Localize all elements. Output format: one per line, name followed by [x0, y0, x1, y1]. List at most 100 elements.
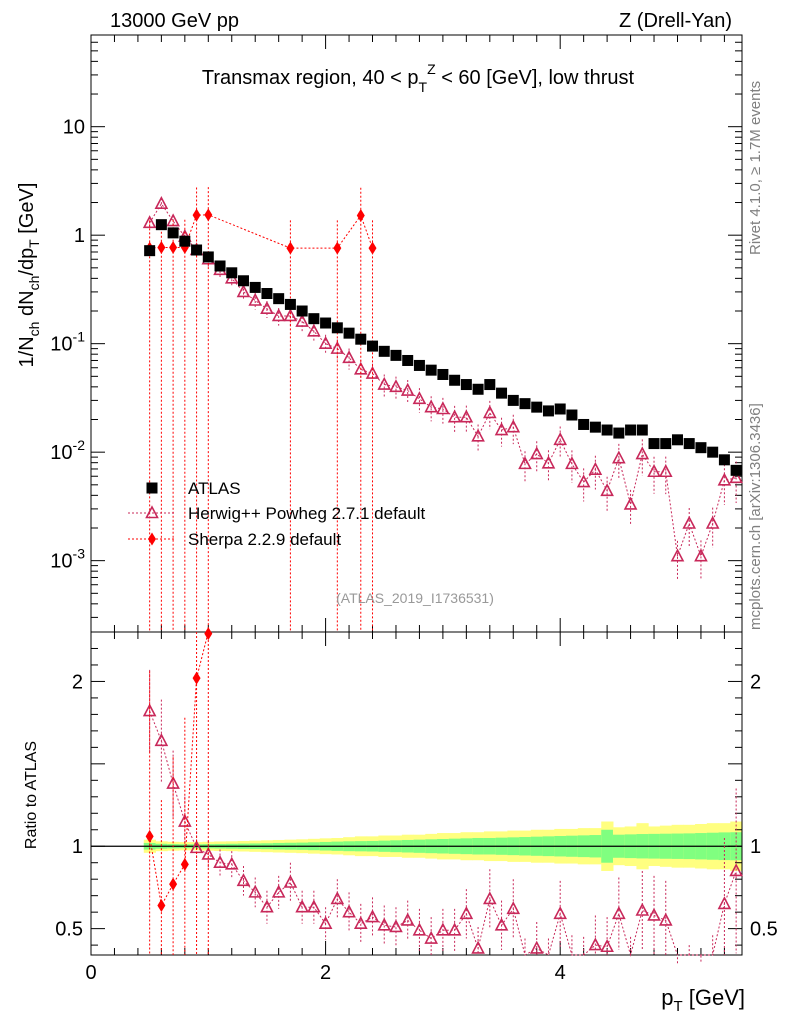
herwig-point — [694, 548, 708, 562]
sherpa-point — [157, 240, 166, 254]
herwig-point — [729, 470, 743, 484]
ratio-herwig-point — [365, 909, 380, 923]
sherpa-series — [145, 187, 377, 632]
herwig-point — [612, 450, 626, 464]
atlas-point — [625, 424, 637, 436]
atlas-point — [718, 454, 730, 466]
ratio-herwig-point — [612, 906, 626, 920]
ratio-herwig-point — [166, 775, 180, 789]
ratio-herwig-point — [248, 884, 263, 898]
atlas-point — [660, 438, 672, 450]
atlas-point — [531, 401, 543, 413]
ratio-herwig-point — [424, 930, 438, 944]
atlas-point — [390, 349, 402, 361]
atlas-point — [413, 359, 425, 371]
ratio-herwig-point — [307, 899, 321, 913]
atlas-point — [648, 438, 660, 450]
herwig-point — [318, 335, 333, 349]
ratio-herwig-point — [377, 917, 392, 931]
herwig-point — [506, 419, 521, 433]
ratio-sherpa-point — [204, 627, 213, 641]
herwig-point — [600, 483, 614, 497]
atlas-point — [191, 244, 203, 256]
ratio-sherpa-line — [149, 631, 209, 908]
ratio-herwig-point — [283, 874, 298, 888]
ratio-y-tick-label: 1 — [72, 836, 83, 858]
side-label-bottom: mcplots.cern.ch [arXiv:1306.3436] — [747, 403, 764, 630]
herwig-point — [424, 399, 438, 413]
atlas-point — [284, 298, 296, 310]
ratio-herwig-point — [154, 733, 169, 747]
y-tick-label: 1 — [74, 225, 85, 247]
ratio-herwig-point — [436, 922, 450, 936]
herwig-point — [482, 405, 497, 419]
ratio-y-tick-label-right: 0.5 — [750, 919, 778, 941]
main-panel: 10-3 10-2 10-1 1 10 — [50, 34, 743, 633]
ratio-herwig-point — [600, 939, 614, 953]
ratio-herwig-point — [529, 940, 544, 954]
ratio-herwig-point — [459, 906, 474, 920]
atlas-point — [237, 275, 249, 287]
sherpa-point — [204, 208, 213, 222]
legend-label: ATLAS — [188, 479, 241, 498]
sherpa-point — [286, 241, 295, 255]
watermark: (ATLAS_2019_I1736531) — [336, 590, 494, 606]
header-right: Z (Drell-Yan) — [619, 10, 732, 32]
atlas-point — [226, 267, 238, 279]
atlas-point — [343, 327, 355, 339]
atlas-point — [449, 374, 461, 386]
atlas-point — [367, 340, 379, 352]
atlas-point — [308, 313, 320, 325]
ratio-y-tick-label: 0.5 — [55, 919, 83, 941]
x-tick-label: 4 — [555, 962, 566, 984]
y-tick-label: 10-3 — [50, 546, 85, 573]
herwig-point — [635, 446, 650, 460]
ratio-herwig-point — [635, 902, 650, 916]
ratio-herwig-point — [471, 940, 485, 954]
atlas-point — [496, 387, 508, 399]
ratio-herwig-point — [224, 856, 239, 870]
atlas-point — [671, 434, 683, 446]
herwig-point — [154, 195, 169, 210]
atlas-point — [683, 438, 695, 450]
legend-herwig-marker — [145, 505, 159, 519]
herwig-point — [271, 308, 286, 322]
ratio-herwig-point — [201, 846, 216, 860]
atlas-point — [613, 427, 625, 439]
atlas-point — [214, 260, 226, 272]
atlas-point — [460, 379, 472, 391]
ratio-herwig-point — [271, 884, 286, 898]
atlas-point — [261, 288, 273, 300]
sherpa-point — [368, 241, 377, 255]
atlas-point — [202, 251, 214, 263]
ratio-sherpa-point — [157, 899, 166, 913]
atlas-point — [437, 368, 449, 380]
herwig-point — [494, 422, 509, 436]
x-tick-label: 2 — [320, 962, 331, 984]
legend-label: Sherpa 2.2.9 default — [188, 530, 341, 549]
atlas-point — [730, 464, 742, 476]
atlas-series — [144, 219, 742, 476]
ratio-herwig-point — [647, 907, 661, 921]
atlas-point — [636, 424, 648, 436]
y-tick-label: 10-2 — [50, 437, 85, 464]
ratio-sherpa-point — [145, 829, 154, 843]
herwig-point — [541, 455, 556, 469]
ratio-y-tick-label-right: 1 — [750, 836, 761, 858]
ratio-y-tick-label-right: 2 — [750, 671, 761, 693]
ratio-sherpa-point — [192, 671, 201, 685]
ratio-y-tick-label: 2 — [72, 671, 83, 693]
herwig-point — [471, 428, 485, 442]
herwig-point — [412, 391, 427, 405]
atlas-point — [331, 322, 343, 334]
atlas-point — [320, 317, 332, 329]
herwig-point — [377, 376, 392, 390]
atlas-point — [519, 398, 531, 410]
ratio-herwig-point — [213, 854, 227, 869]
atlas-point — [601, 424, 613, 436]
sherpa-point — [356, 208, 365, 222]
atlas-point — [589, 421, 601, 433]
legend: ATLAS Herwig++ Powheg 2.7.1 default Sherpa… — [128, 479, 425, 549]
sherpa-point — [169, 240, 178, 254]
